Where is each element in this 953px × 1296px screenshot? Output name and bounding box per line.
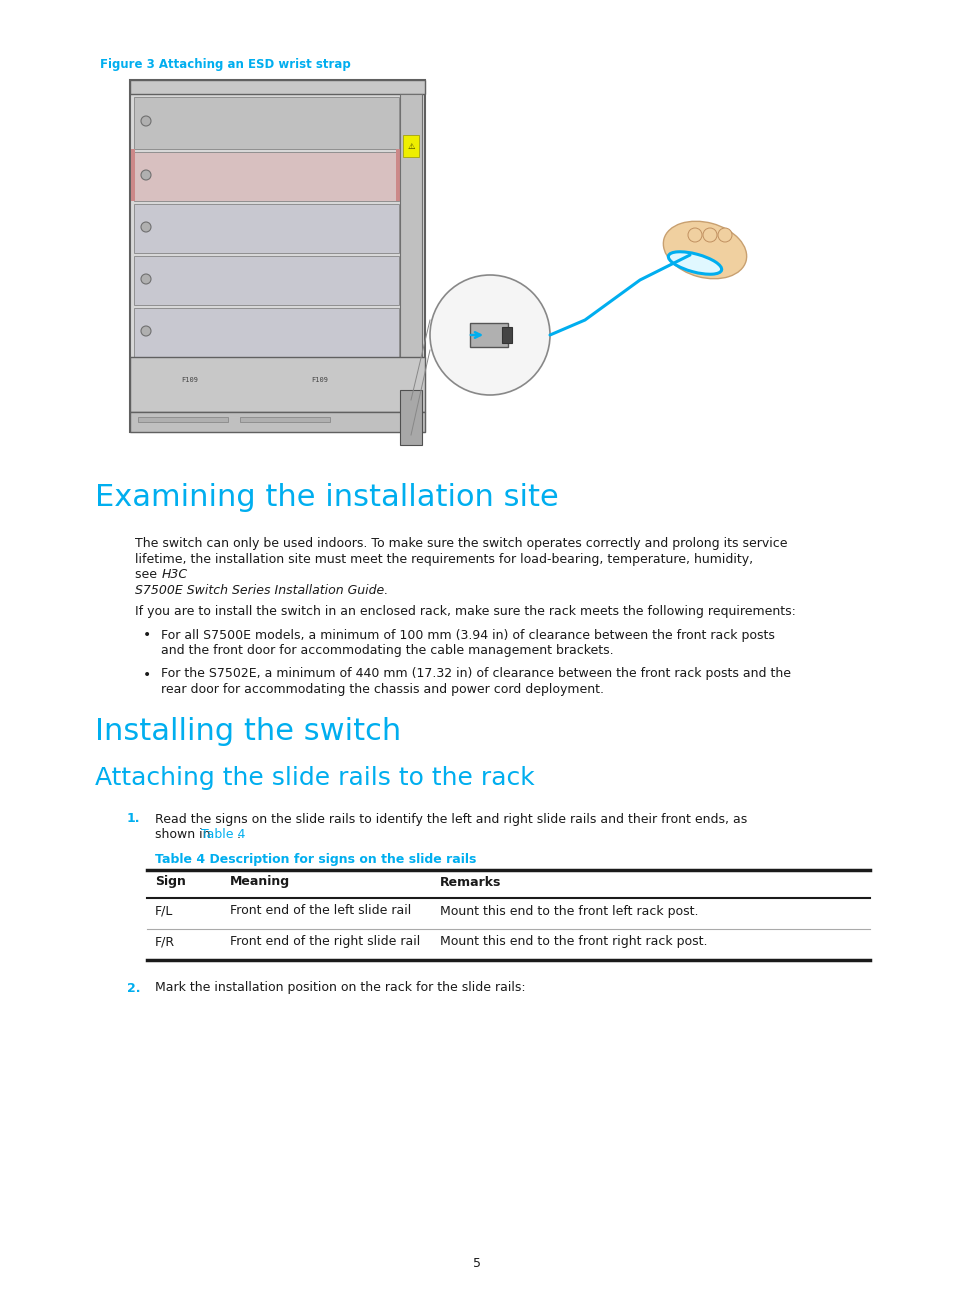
Text: Figure 3 Attaching an ESD wrist strap: Figure 3 Attaching an ESD wrist strap: [100, 58, 351, 71]
Text: S7500E Switch Series Installation Guide.: S7500E Switch Series Installation Guide.: [135, 583, 388, 596]
Text: The switch can only be used indoors. To make sure the switch operates correctly : The switch can only be used indoors. To …: [135, 537, 786, 550]
Text: Remarks: Remarks: [439, 876, 501, 889]
Text: Sign: Sign: [154, 876, 186, 889]
Text: Front end of the left slide rail: Front end of the left slide rail: [230, 905, 411, 918]
FancyBboxPatch shape: [470, 323, 507, 347]
FancyBboxPatch shape: [133, 308, 398, 356]
FancyBboxPatch shape: [130, 80, 424, 95]
Text: Mount this end to the front left rack post.: Mount this end to the front left rack po…: [439, 905, 698, 918]
FancyBboxPatch shape: [240, 417, 330, 422]
FancyBboxPatch shape: [138, 417, 228, 422]
FancyBboxPatch shape: [130, 412, 424, 432]
Ellipse shape: [662, 222, 746, 279]
Circle shape: [702, 228, 717, 242]
Circle shape: [141, 273, 151, 284]
Text: If you are to install the switch in an enclosed rack, make sure the rack meets t: If you are to install the switch in an e…: [135, 605, 795, 618]
Circle shape: [430, 275, 550, 395]
Circle shape: [141, 117, 151, 126]
Text: ⚠: ⚠: [407, 141, 415, 150]
Text: F/R: F/R: [154, 936, 175, 949]
FancyBboxPatch shape: [395, 149, 399, 201]
Text: Table 4: Table 4: [201, 828, 245, 841]
FancyBboxPatch shape: [133, 152, 398, 201]
Text: Mark the installation position on the rack for the slide rails:: Mark the installation position on the ra…: [154, 981, 525, 994]
Text: 2.: 2.: [127, 981, 140, 994]
FancyBboxPatch shape: [399, 95, 421, 364]
Circle shape: [141, 170, 151, 180]
Text: Table 4 Description for signs on the slide rails: Table 4 Description for signs on the sli…: [154, 854, 476, 867]
FancyBboxPatch shape: [133, 97, 398, 149]
Text: F/L: F/L: [154, 905, 173, 918]
Text: and the front door for accommodating the cable management brackets.: and the front door for accommodating the…: [161, 644, 613, 657]
Circle shape: [687, 228, 701, 242]
FancyBboxPatch shape: [501, 327, 512, 343]
Ellipse shape: [668, 251, 720, 275]
Circle shape: [141, 222, 151, 232]
Text: For all S7500E models, a minimum of 100 mm (3.94 in) of clearance between the fr: For all S7500E models, a minimum of 100 …: [161, 629, 774, 642]
Text: .: .: [236, 828, 240, 841]
Text: 5: 5: [473, 1257, 480, 1270]
Text: rear door for accommodating the chassis and power cord deployment.: rear door for accommodating the chassis …: [161, 683, 603, 696]
Text: Installing the switch: Installing the switch: [95, 717, 401, 745]
FancyBboxPatch shape: [133, 257, 398, 305]
Text: F109: F109: [181, 377, 198, 384]
Text: •: •: [143, 667, 152, 682]
Text: Examining the installation site: Examining the installation site: [95, 483, 558, 512]
Text: •: •: [143, 629, 152, 643]
FancyBboxPatch shape: [402, 135, 418, 157]
FancyBboxPatch shape: [130, 356, 424, 412]
Text: Attaching the slide rails to the rack: Attaching the slide rails to the rack: [95, 766, 535, 791]
FancyBboxPatch shape: [399, 390, 421, 445]
Text: shown in: shown in: [154, 828, 214, 841]
Text: see: see: [135, 568, 161, 581]
Text: 1.: 1.: [127, 813, 140, 826]
Text: F109: F109: [312, 377, 328, 384]
Text: For the S7502E, a minimum of 440 mm (17.32 in) of clearance between the front ra: For the S7502E, a minimum of 440 mm (17.…: [161, 667, 790, 680]
Text: Mount this end to the front right rack post.: Mount this end to the front right rack p…: [439, 936, 707, 949]
Circle shape: [141, 327, 151, 336]
FancyBboxPatch shape: [130, 80, 424, 432]
Text: H3C: H3C: [162, 568, 188, 581]
Text: Front end of the right slide rail: Front end of the right slide rail: [230, 936, 420, 949]
Text: lifetime, the installation site must meet the requirements for load-bearing, tem: lifetime, the installation site must mee…: [135, 552, 752, 565]
Text: Meaning: Meaning: [230, 876, 290, 889]
FancyBboxPatch shape: [133, 203, 398, 253]
FancyBboxPatch shape: [131, 149, 135, 201]
Circle shape: [718, 228, 731, 242]
Text: Read the signs on the slide rails to identify the left and right slide rails and: Read the signs on the slide rails to ide…: [154, 813, 746, 826]
